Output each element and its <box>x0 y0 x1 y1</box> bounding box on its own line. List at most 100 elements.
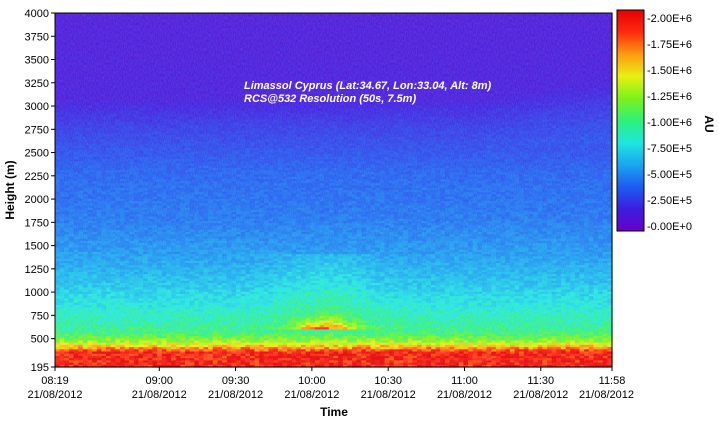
heatmap-cell <box>147 116 154 120</box>
heatmap-cell <box>110 353 116 357</box>
heatmap-cell <box>157 37 163 41</box>
heatmap-cell <box>147 59 154 63</box>
heatmap-cell <box>64 172 70 176</box>
heatmap-cell <box>55 161 61 165</box>
heatmap-cell <box>96 114 103 118</box>
heatmap-cell <box>129 181 135 184</box>
heatmap-cell <box>115 183 121 187</box>
heatmap-cell <box>101 220 107 224</box>
heatmap-cell <box>166 243 172 246</box>
heatmap-cell <box>68 307 75 311</box>
heatmap-cell <box>110 150 116 153</box>
heatmap-cell <box>166 212 172 215</box>
heatmap-cell <box>133 92 140 96</box>
heatmap-cell <box>157 128 163 131</box>
heatmap-cell <box>87 194 93 198</box>
heatmap-cell <box>119 278 126 282</box>
heatmap-cell <box>147 245 154 249</box>
heatmap-cell <box>110 234 116 238</box>
heatmap-cell <box>138 183 144 187</box>
heatmap-cell <box>129 243 135 246</box>
heatmap-cell <box>129 32 135 36</box>
heatmap-cell <box>119 123 126 127</box>
heatmap-cell <box>152 77 158 80</box>
heatmap-cell <box>64 86 70 89</box>
heatmap-cell <box>68 229 75 233</box>
heatmap-cell <box>78 24 84 27</box>
heatmap-cell <box>106 163 112 167</box>
heatmap-cell <box>161 17 167 21</box>
heatmap-cell <box>110 293 116 297</box>
heatmap-cell <box>59 57 65 61</box>
heatmap-cell <box>78 329 84 333</box>
heatmap-cell <box>171 13 177 16</box>
heatmap-cell <box>106 293 112 297</box>
heatmap-cell <box>171 214 177 218</box>
heatmap-cell <box>115 223 121 226</box>
heatmap-cell <box>143 83 149 87</box>
heatmap-cell <box>87 351 93 355</box>
heatmap-cell <box>55 68 61 72</box>
heatmap-cell <box>68 112 75 116</box>
heatmap-cell <box>119 41 126 45</box>
heatmap-cell <box>82 212 89 215</box>
heatmap-cell <box>64 238 70 242</box>
heatmap-cell <box>96 66 103 69</box>
heatmap-cell <box>157 68 163 72</box>
heatmap-cell <box>147 161 154 165</box>
heatmap-cell <box>55 227 61 231</box>
heatmap-cell <box>119 128 126 131</box>
heatmap-cell <box>152 216 158 220</box>
heatmap-cell <box>157 313 163 317</box>
heatmap-cell <box>101 349 107 353</box>
heatmap-cell <box>64 152 70 156</box>
heatmap-cell <box>147 92 154 96</box>
heatmap-cell <box>59 240 65 244</box>
heatmap-cell <box>157 218 163 222</box>
heatmap-cell <box>73 128 79 131</box>
heatmap-cell <box>143 123 149 127</box>
heatmap-cell <box>138 68 144 72</box>
heatmap-cell <box>119 307 126 311</box>
heatmap-cell <box>115 362 121 366</box>
heatmap-cell <box>82 101 89 105</box>
heatmap-cell <box>110 344 116 348</box>
heatmap-cell <box>73 234 79 238</box>
heatmap-cell <box>92 183 98 187</box>
heatmap-cell <box>110 201 116 204</box>
heatmap-cell <box>166 50 172 54</box>
heatmap-cell <box>87 145 93 149</box>
heatmap-cell <box>68 358 75 361</box>
heatmap-cell <box>59 214 65 218</box>
heatmap-cell <box>157 296 163 300</box>
heatmap-cell <box>73 105 79 109</box>
heatmap-cell <box>161 236 167 240</box>
heatmap-cell <box>147 86 154 89</box>
heatmap-cell <box>64 139 70 142</box>
heatmap-cell <box>138 86 144 89</box>
heatmap-cell <box>68 207 75 211</box>
heatmap-cell <box>68 81 75 85</box>
heatmap-cell <box>129 249 135 253</box>
heatmap-cell <box>78 280 84 284</box>
heatmap-cell <box>147 256 154 260</box>
heatmap-cell <box>157 324 163 328</box>
heatmap-cell <box>55 353 61 357</box>
heatmap-cell <box>157 77 163 80</box>
heatmap-cell <box>124 349 130 353</box>
heatmap-cell <box>147 83 154 87</box>
heatmap-cell <box>115 57 121 61</box>
heatmap-cell <box>143 338 149 342</box>
heatmap-cell <box>101 187 107 191</box>
heatmap-cell <box>110 247 116 251</box>
heatmap-cell <box>138 128 144 131</box>
heatmap-cell <box>143 289 149 293</box>
heatmap-cell <box>138 28 144 32</box>
heatmap-cell <box>55 154 61 158</box>
heatmap-cell <box>161 156 167 160</box>
heatmap-cell <box>166 338 172 342</box>
heatmap-cell <box>157 287 163 291</box>
heatmap-cell <box>96 141 103 145</box>
heatmap-cell <box>133 30 140 34</box>
heatmap-cell <box>106 43 112 47</box>
